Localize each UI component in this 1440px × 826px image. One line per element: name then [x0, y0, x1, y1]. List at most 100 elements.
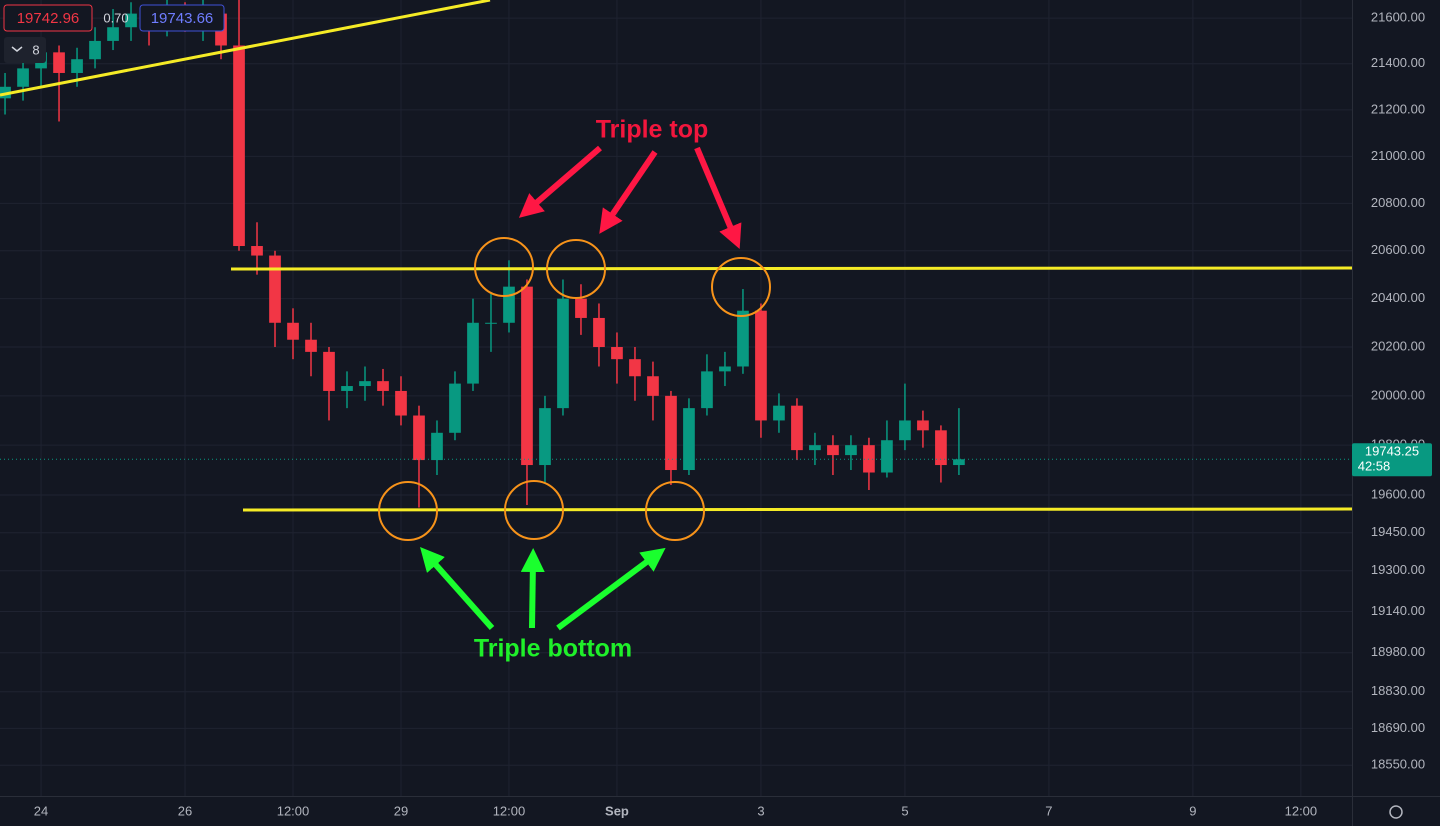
x-tick-label: 12:00	[1285, 803, 1318, 818]
y-tick-label: 18980.00	[1371, 644, 1425, 659]
candle-body	[107, 27, 119, 41]
last-price-label: 19743.25	[1365, 444, 1419, 459]
candle-body	[53, 52, 65, 73]
y-tick-label: 18830.00	[1371, 683, 1425, 698]
x-tick-label: 24	[34, 803, 48, 818]
y-tick-label: 21000.00	[1371, 148, 1425, 163]
y-tick-label: 20200.00	[1371, 338, 1425, 353]
candle-body	[71, 59, 83, 73]
arrow	[420, 547, 495, 630]
x-tick-label: 5	[901, 803, 908, 818]
top-circle	[474, 237, 534, 297]
candle-body	[395, 390, 407, 416]
candle-body	[647, 376, 659, 396]
chevron-icon	[11, 46, 23, 52]
top-circle	[711, 257, 771, 317]
x-tick-label: 7	[1045, 803, 1052, 818]
candle-body	[773, 405, 785, 421]
sell-price: 19742.96	[17, 10, 80, 27]
candle-body	[359, 381, 371, 387]
candle-body	[629, 359, 641, 377]
candle-body	[701, 371, 713, 409]
buy-button[interactable]	[139, 4, 225, 32]
candle-body	[845, 445, 857, 456]
x-tick-label: 9	[1189, 803, 1196, 818]
candle-body	[503, 286, 515, 323]
candle-body	[557, 298, 569, 409]
candle-body	[665, 395, 677, 471]
arrow	[599, 150, 658, 234]
x-tick-label: 12:00	[277, 803, 310, 818]
y-tick-label: 19600.00	[1371, 486, 1425, 501]
candle-body	[719, 366, 731, 372]
bottom-circle	[504, 480, 564, 540]
y-tick-label: 19140.00	[1371, 603, 1425, 618]
candle-body	[305, 339, 317, 352]
candle-body	[251, 246, 263, 256]
candle-body	[683, 408, 695, 471]
top-circle	[546, 239, 606, 299]
candle-body	[611, 347, 623, 360]
candle-body	[233, 45, 245, 247]
candle-body	[269, 255, 281, 323]
candle-body	[17, 68, 29, 87]
interval: 8	[32, 42, 39, 57]
candle-body	[449, 383, 461, 433]
bottom-circle	[378, 481, 438, 541]
y-tick-label: 20000.00	[1371, 387, 1425, 402]
resistance-line	[230, 266, 1352, 271]
candle-body	[413, 415, 425, 461]
candle-body	[467, 322, 479, 384]
candle-body	[521, 286, 533, 466]
last-price-box	[1352, 443, 1432, 477]
order-panel: 19742.96 0.70 19743.66 8	[3, 4, 225, 63]
x-tick-label: 29	[394, 803, 408, 818]
candle-body	[485, 322, 497, 324]
y-tick-label: 18550.00	[1371, 757, 1425, 772]
candle-body	[89, 40, 101, 60]
candle-body	[917, 420, 929, 431]
y-tick-label: 21400.00	[1371, 55, 1425, 70]
candle-body	[431, 432, 443, 461]
candle-body	[935, 430, 947, 466]
annotation: Triple top	[596, 116, 709, 144]
sell-button[interactable]	[3, 4, 93, 32]
interval-button[interactable]	[4, 37, 46, 63]
y-tick-label: 20600.00	[1371, 242, 1425, 257]
y-tick-label: 18690.00	[1371, 720, 1425, 735]
buy-price: 19743.66	[151, 10, 214, 27]
bottom-circle	[645, 481, 705, 541]
x-tick-label: Sep	[605, 803, 629, 818]
y-tick-label: 21600.00	[1371, 10, 1425, 25]
arrow	[694, 146, 742, 250]
arrow	[520, 548, 545, 629]
candle-body	[323, 351, 335, 391]
settings-icon[interactable]	[1389, 805, 1403, 819]
candle-body	[341, 386, 353, 391]
spread: 0.70	[103, 10, 128, 25]
candle-body	[899, 420, 911, 441]
candle-body	[539, 408, 551, 466]
x-tick-label: 12:00	[493, 803, 526, 818]
candle-body	[827, 445, 839, 456]
candle-body	[809, 445, 821, 451]
annotation: Triple bottom	[474, 635, 632, 663]
candle-body	[737, 310, 749, 367]
y-tick-label: 20400.00	[1371, 290, 1425, 305]
support-line	[242, 507, 1352, 512]
candle-body	[593, 317, 605, 348]
y-tick-label: 20800.00	[1371, 195, 1425, 210]
y-tick-label: 21200.00	[1371, 101, 1425, 116]
drawings: Triple top Triple bottom	[0, 0, 1352, 663]
arrow	[518, 145, 602, 218]
candle-body	[953, 459, 965, 466]
candle-body	[791, 405, 803, 451]
trend-line	[0, 0, 491, 97]
candle-body	[755, 310, 767, 421]
candle-body	[125, 13, 137, 28]
x-tick-label: 26	[178, 803, 192, 818]
candle-body	[575, 298, 587, 318]
